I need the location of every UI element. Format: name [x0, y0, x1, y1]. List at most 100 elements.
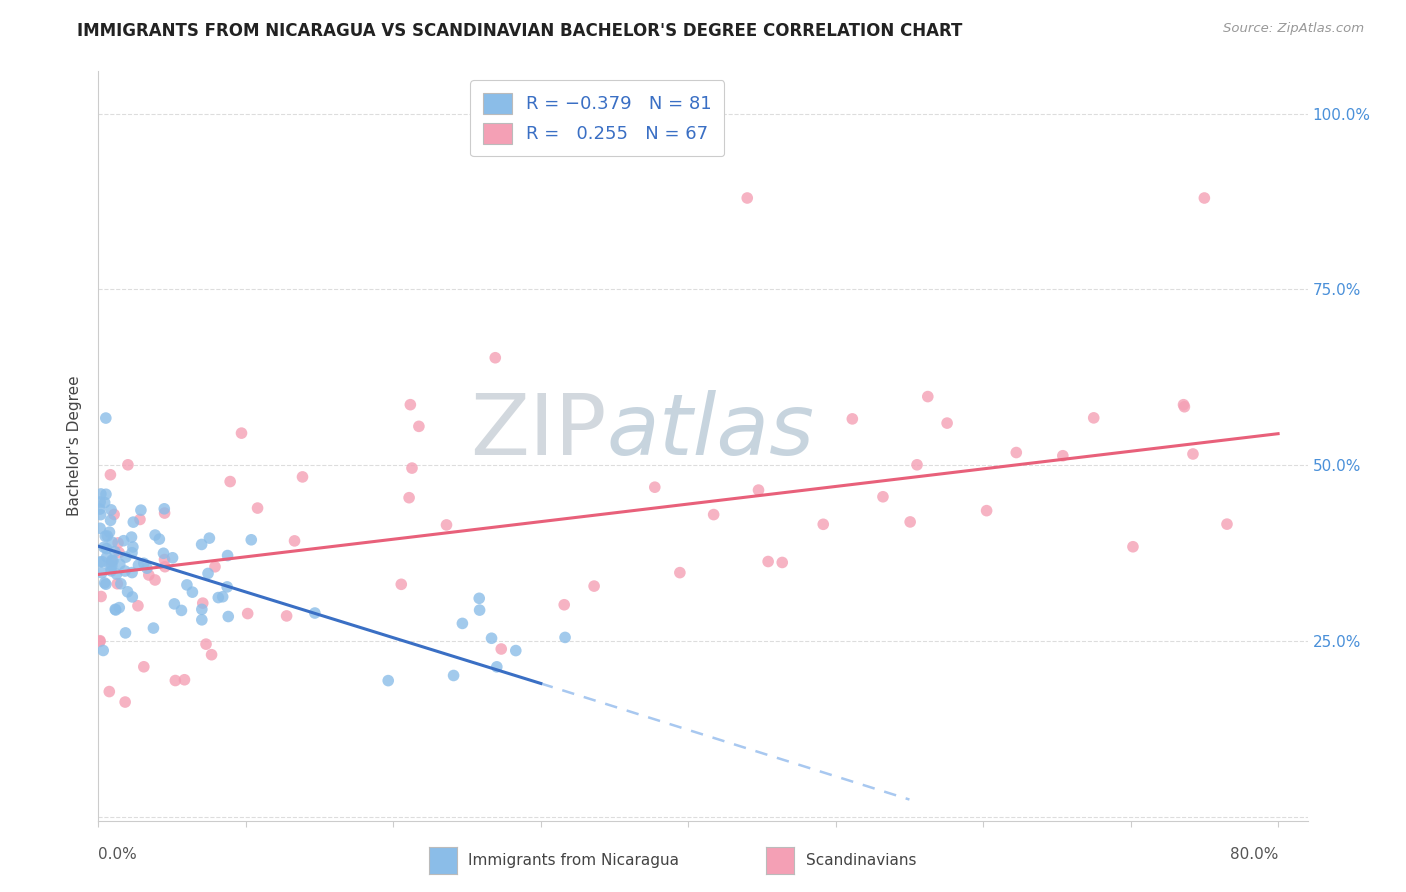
- Point: [122, 540, 145, 554]
- Point: [100, 503, 122, 517]
- Text: ZIP: ZIP: [470, 390, 606, 473]
- Point: [93, 540, 115, 554]
- Point: [408, 419, 430, 434]
- Point: [121, 590, 143, 604]
- Point: [90, 590, 112, 604]
- Point: [200, 648, 222, 662]
- Point: [105, 576, 128, 591]
- Point: [583, 579, 606, 593]
- Point: [485, 660, 508, 674]
- Point: [917, 390, 939, 404]
- Point: [93, 576, 115, 591]
- Point: [93, 495, 115, 509]
- Point: [115, 550, 138, 565]
- Text: IMMIGRANTS FROM NICARAGUA VS SCANDINAVIAN BACHELOR'S DEGREE CORRELATION CHART: IMMIGRANTS FROM NICARAGUA VS SCANDINAVIA…: [77, 22, 963, 40]
- Point: [813, 517, 835, 532]
- Point: [98, 684, 121, 698]
- Point: [841, 412, 863, 426]
- Point: [197, 566, 219, 581]
- Point: [451, 616, 474, 631]
- Point: [770, 556, 793, 570]
- Point: [90, 566, 112, 580]
- Point: [163, 597, 186, 611]
- Point: [98, 525, 121, 540]
- Point: [207, 591, 229, 605]
- Point: [104, 544, 127, 558]
- Point: [898, 515, 921, 529]
- Point: [117, 584, 139, 599]
- Point: [96, 549, 118, 564]
- Point: [703, 508, 725, 522]
- Point: [129, 503, 152, 517]
- Point: [181, 585, 204, 599]
- Point: [94, 487, 117, 501]
- Point: [142, 621, 165, 635]
- Point: [89, 495, 111, 509]
- Text: 80.0%: 80.0%: [1230, 847, 1278, 862]
- Point: [89, 634, 111, 648]
- Text: Scandinavians: Scandinavians: [806, 854, 917, 868]
- Point: [94, 411, 117, 425]
- Point: [89, 633, 111, 648]
- Point: [190, 537, 212, 551]
- Point: [191, 596, 214, 610]
- Point: [90, 508, 112, 522]
- Point: [377, 673, 399, 688]
- Point: [101, 553, 124, 567]
- Point: [94, 577, 117, 591]
- Point: [153, 552, 176, 566]
- Point: [436, 517, 458, 532]
- Point: [91, 555, 114, 569]
- Point: [107, 536, 129, 550]
- Point: [195, 637, 218, 651]
- Point: [905, 458, 928, 472]
- Point: [153, 559, 176, 574]
- Point: [105, 567, 128, 582]
- Point: [112, 533, 135, 548]
- Text: Immigrants from Nicaragua: Immigrants from Nicaragua: [468, 854, 679, 868]
- Point: [96, 529, 118, 543]
- Point: [468, 591, 491, 606]
- Point: [236, 607, 259, 621]
- Point: [191, 613, 214, 627]
- Point: [554, 631, 576, 645]
- Point: [756, 555, 779, 569]
- Point: [240, 533, 263, 547]
- Point: [100, 513, 122, 527]
- Point: [398, 491, 420, 505]
- Point: [91, 643, 114, 657]
- Point: [1005, 445, 1028, 459]
- Point: [108, 557, 131, 571]
- Point: [217, 609, 239, 624]
- Text: atlas: atlas: [606, 390, 814, 473]
- Point: [127, 599, 149, 613]
- Point: [1173, 398, 1195, 412]
- Point: [283, 533, 305, 548]
- Point: [143, 528, 166, 542]
- Point: [96, 541, 118, 556]
- Point: [204, 559, 226, 574]
- Point: [110, 576, 132, 591]
- Point: [127, 558, 149, 573]
- Point: [114, 695, 136, 709]
- Point: [114, 626, 136, 640]
- Point: [132, 556, 155, 570]
- Point: [1173, 400, 1195, 414]
- Point: [468, 603, 491, 617]
- Point: [103, 508, 125, 522]
- Point: [872, 490, 894, 504]
- Point: [148, 532, 170, 546]
- Point: [132, 660, 155, 674]
- Point: [976, 503, 998, 517]
- Point: [108, 600, 131, 615]
- Point: [1052, 449, 1074, 463]
- Y-axis label: Bachelor's Degree: Bachelor's Degree: [67, 376, 83, 516]
- Point: [399, 398, 422, 412]
- Point: [153, 501, 176, 516]
- Text: Source: ZipAtlas.com: Source: ZipAtlas.com: [1223, 22, 1364, 36]
- Point: [936, 416, 959, 430]
- Point: [117, 458, 139, 472]
- Point: [108, 546, 131, 560]
- Point: [100, 564, 122, 578]
- Point: [217, 549, 239, 563]
